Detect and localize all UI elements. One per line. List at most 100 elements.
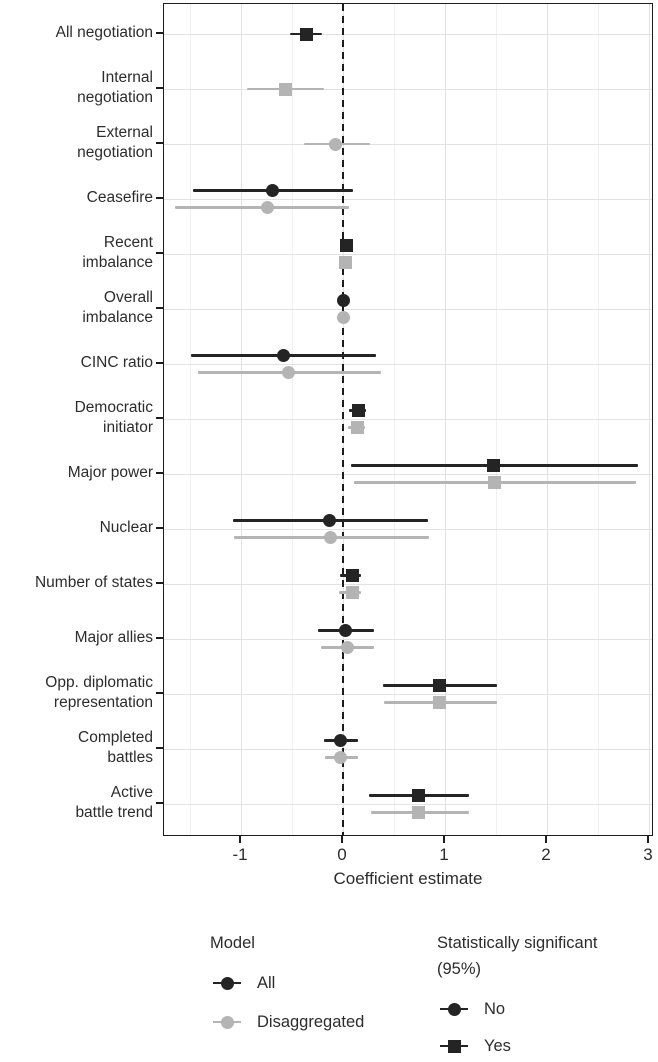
y-axis-label: Democratic initiator	[0, 398, 153, 438]
point-marker-square	[299, 27, 313, 41]
y-axis-label: Active battle trend	[0, 783, 153, 823]
y-axis-label-line: Democratic	[74, 399, 153, 416]
y-axis-tick	[156, 802, 163, 804]
gridline-row	[164, 364, 652, 365]
point-marker-square	[279, 82, 293, 96]
gridline-row	[164, 749, 652, 750]
y-axis-label-line: Major power	[67, 464, 153, 481]
point-marker-circle	[329, 137, 343, 151]
y-axis-label-line: battle trend	[75, 804, 153, 821]
y-axis-label: External negotiation	[0, 123, 153, 163]
not-significant-circle-icon	[440, 1002, 468, 1016]
y-axis-label: Recent imbalance	[0, 233, 153, 273]
y-axis-label-line: initiator	[103, 419, 153, 436]
gridline-row	[164, 89, 652, 90]
plot-panel	[163, 3, 653, 836]
y-axis-label-line: Active	[110, 784, 153, 801]
point-marker-square	[487, 459, 501, 472]
gridline-row	[164, 144, 652, 145]
y-axis-tick	[156, 32, 163, 34]
y-axis-label-line: Internal	[101, 69, 153, 86]
point-marker-circle	[336, 294, 350, 307]
y-axis-label-line: representation	[53, 694, 153, 711]
gridline-row	[164, 639, 652, 640]
y-axis-label-line: Completed	[78, 729, 153, 746]
y-axis-label: Major power	[0, 463, 153, 483]
x-axis-tick-label: 3	[643, 845, 653, 864]
y-axis-label: Number of states	[0, 573, 153, 593]
point-marker-square	[411, 789, 425, 802]
x-axis-tick	[647, 836, 649, 843]
y-axis-tick	[156, 582, 163, 584]
y-axis-tick	[156, 362, 163, 364]
y-axis-label-line: negotiation	[77, 144, 153, 161]
y-axis-label: Major allies	[0, 628, 153, 648]
disaggregated-model-symbol-icon	[213, 1015, 241, 1029]
point-marker-square	[433, 696, 447, 709]
x-axis-tick	[239, 836, 241, 843]
gridline-row	[164, 309, 652, 310]
point-marker-square	[345, 586, 359, 599]
y-axis-tick	[156, 747, 163, 749]
gridline-row	[164, 199, 652, 200]
point-marker-square	[350, 421, 364, 434]
legend-label-no: No	[484, 999, 506, 1018]
gridline-row	[164, 474, 652, 475]
zero-reference-line	[342, 4, 344, 835]
point-marker-circle	[266, 184, 280, 197]
point-marker-square	[433, 679, 447, 692]
x-axis-tick	[341, 836, 343, 843]
gridline-row	[164, 694, 652, 695]
gridline-row	[164, 584, 652, 585]
point-marker-circle	[324, 531, 338, 544]
y-axis-label-line: All negotiation	[55, 24, 153, 41]
point-marker-circle	[336, 311, 350, 324]
x-axis-tick	[443, 836, 445, 843]
y-axis-label: CINC ratio	[0, 353, 153, 373]
y-axis-label: Internal negotiation	[0, 68, 153, 108]
legend-item-all: All	[213, 974, 275, 992]
y-axis-tick	[156, 197, 163, 199]
point-marker-circle	[338, 624, 352, 637]
y-axis-label-line: battles	[107, 749, 153, 766]
point-marker-circle	[334, 751, 348, 764]
gridline-row	[164, 34, 652, 35]
y-axis-label-line: Recent	[103, 234, 153, 251]
y-axis-label-line: Overall	[103, 289, 153, 306]
y-axis-label-line: imbalance	[82, 254, 153, 271]
y-axis-label-line: Nuclear	[99, 519, 153, 536]
significant-square-icon	[440, 1039, 468, 1053]
y-axis-label-line: CINC ratio	[80, 354, 153, 371]
point-marker-circle	[323, 514, 337, 527]
legend-label-disaggregated: Disaggregated	[257, 1012, 365, 1031]
y-axis-label-line: Ceasefire	[86, 189, 153, 206]
legend-label-all: All	[257, 973, 276, 992]
gridline-row	[164, 529, 652, 530]
y-axis-tick	[156, 142, 163, 144]
legend-item-significant: Yes	[440, 1037, 511, 1055]
y-axis-label: Nuclear	[0, 518, 153, 538]
y-axis-label-line: negotiation	[77, 89, 153, 106]
y-axis-label: Completed battles	[0, 728, 153, 768]
point-marker-circle	[334, 734, 348, 747]
y-axis-tick	[156, 252, 163, 254]
point-marker-square	[411, 806, 425, 819]
point-marker-circle	[277, 349, 291, 362]
legend-item-not-significant: No	[440, 1000, 505, 1018]
y-axis-tick	[156, 307, 163, 309]
y-axis-tick	[156, 417, 163, 419]
legend-label-yes: Yes	[484, 1036, 511, 1055]
x-axis-title: Coefficient estimate	[333, 869, 483, 888]
y-axis-label: Ceasefire	[0, 188, 153, 208]
x-axis-tick-label: -1	[232, 845, 248, 864]
y-axis-label: Overall imbalance	[0, 288, 153, 328]
point-marker-square	[345, 569, 359, 582]
x-axis-tick-label: 0	[337, 845, 347, 864]
y-axis-tick	[156, 527, 163, 529]
legend-significance-title: Statistically significant (95%)	[437, 934, 598, 978]
y-axis-label: All negotiation	[0, 23, 153, 43]
y-axis-tick	[156, 87, 163, 89]
legend-model-title: Model	[210, 934, 255, 952]
gridline-row	[164, 419, 652, 420]
